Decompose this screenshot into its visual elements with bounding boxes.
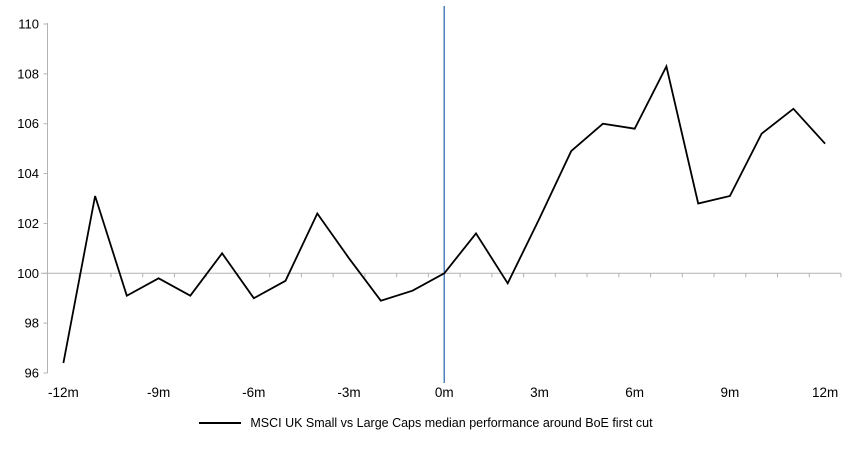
x-tick-label: 3m: [530, 385, 549, 400]
y-tick-label: 102: [17, 216, 39, 231]
x-tick-label: 0m: [435, 385, 454, 400]
legend: MSCI UK Small vs Large Caps median perfo…: [0, 416, 852, 430]
y-tick-label: 98: [25, 316, 39, 331]
x-tick-label: -9m: [147, 385, 170, 400]
y-tick-label: 110: [18, 17, 39, 32]
y-tick-label: 104: [17, 166, 39, 181]
legend-label: MSCI UK Small vs Large Caps median perfo…: [250, 416, 653, 430]
y-tick-label: 106: [17, 116, 39, 131]
legend-line-sample: [199, 422, 242, 424]
y-tick-label: 100: [17, 266, 39, 281]
series-line: [62, 63, 826, 364]
x-tick-label: -12m: [48, 385, 79, 400]
x-tick-label: 9m: [721, 385, 740, 400]
x-tick-label: 12m: [812, 385, 838, 400]
y-tick-label: 108: [17, 66, 39, 81]
x-tick-label: -6m: [242, 385, 265, 400]
x-tick-label: -3m: [337, 385, 360, 400]
x-tick-label: 6m: [625, 385, 644, 400]
y-tick-label: 96: [25, 366, 39, 381]
